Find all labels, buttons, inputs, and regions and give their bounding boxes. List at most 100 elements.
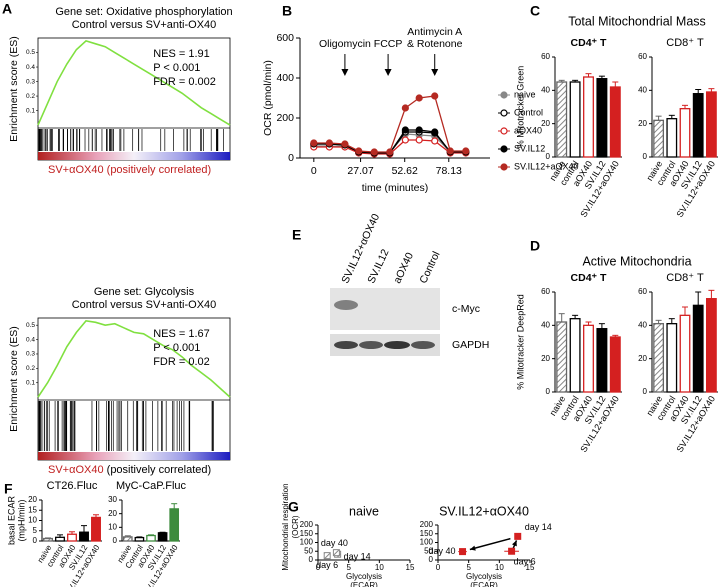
y-tick-label: 40 xyxy=(541,85,550,94)
stat: FDR = 0.02 xyxy=(153,356,210,368)
bar xyxy=(134,536,145,542)
chart-title: MyC-CaP.Fluc xyxy=(116,480,187,492)
point-label: day 6 xyxy=(514,557,536,567)
bar xyxy=(653,119,665,158)
point xyxy=(415,136,423,144)
bar xyxy=(679,108,691,158)
chart-title: Gene set: Glycolysis xyxy=(94,286,195,298)
blot-band xyxy=(384,341,410,349)
y-tick-label: 40 xyxy=(638,85,647,94)
y-tick-label: 0.2 xyxy=(26,93,35,100)
chart-title: Control versus SV+anti-OX40 xyxy=(72,19,217,31)
panel-letter: E xyxy=(292,227,301,243)
y-tick-label: 0.4 xyxy=(26,64,35,71)
point xyxy=(508,547,516,555)
band-label: GAPDH xyxy=(452,339,489,351)
point-label: day 40 xyxy=(321,538,348,548)
y-axis-label: OCR (pmol/min) xyxy=(262,60,274,136)
chart-title: CT26.Fluc xyxy=(47,480,98,492)
x-tick-label: 10 xyxy=(495,563,504,572)
x-axis-label: Glycolysis xyxy=(466,572,502,581)
legend-marker xyxy=(500,145,508,153)
y-tick-label: 40 xyxy=(638,320,647,329)
y-tick-label: 60 xyxy=(541,52,550,61)
point xyxy=(401,104,409,112)
stat: P < 0.001 xyxy=(153,62,200,74)
bar xyxy=(569,81,581,158)
point xyxy=(446,147,454,155)
bar xyxy=(79,531,89,542)
bar xyxy=(55,536,65,542)
y-tick-label: 150 xyxy=(420,529,434,538)
bar xyxy=(705,91,717,158)
x-axis-label: (ECAR) xyxy=(350,581,378,587)
y-tick-label: 20 xyxy=(541,119,550,128)
y-tick-label: 0 xyxy=(113,536,118,545)
stat: NES = 1.91 xyxy=(153,48,210,60)
footer-group: SV+αOX40 xyxy=(48,164,104,176)
y-tick-label: 0.3 xyxy=(26,351,35,358)
point xyxy=(341,140,349,148)
y-tick-label: 200 xyxy=(276,112,294,124)
panel-letter: B xyxy=(282,3,292,19)
bar xyxy=(609,86,621,158)
y-tick-label: 0.1 xyxy=(26,107,35,114)
y-tick-label: 0 xyxy=(309,555,314,564)
y-tick-label: 0 xyxy=(33,536,38,545)
x-tick-label: 15 xyxy=(526,563,535,572)
y-axis-label: (OCR) xyxy=(291,515,300,538)
y-tick-label: 200 xyxy=(420,520,434,529)
bar xyxy=(122,536,133,542)
bar xyxy=(692,304,704,393)
y-tick-label: 0.5 xyxy=(26,49,35,56)
arrowhead xyxy=(512,540,517,547)
chart-title: CD8⁺ T xyxy=(666,272,704,284)
y-tick-label: 0.1 xyxy=(26,379,35,386)
y-axis-label: Enrichment score (ES) xyxy=(8,36,20,142)
point xyxy=(370,148,378,156)
point xyxy=(514,532,522,540)
point xyxy=(431,92,439,100)
y-tick-label: 100 xyxy=(300,538,314,547)
bar xyxy=(609,336,621,393)
chart-title: naive xyxy=(349,504,379,518)
bar xyxy=(666,118,678,158)
chart-title: CD8⁺ T xyxy=(666,37,704,49)
bar xyxy=(583,76,594,158)
y-axis-label: basal ECAR xyxy=(6,495,16,545)
panel-letter: C xyxy=(530,3,540,19)
panel-letter: F xyxy=(4,481,13,497)
arrowhead xyxy=(469,545,476,551)
panel-letter: G xyxy=(288,499,299,515)
arrowhead xyxy=(341,69,349,76)
y-tick-label: 0 xyxy=(429,555,434,564)
y-tick-label: 30 xyxy=(108,495,117,504)
blot-band xyxy=(334,300,358,310)
point xyxy=(401,136,409,144)
point xyxy=(332,549,340,557)
y-tick-label: 100 xyxy=(420,538,434,547)
x-tick-label: 0 xyxy=(311,165,317,177)
footer: SV+αOX40 (positively correlated) xyxy=(48,164,211,176)
stat: P < 0.001 xyxy=(153,342,200,354)
y-tick-label: 10 xyxy=(108,522,117,531)
x-tick-label: 78.13 xyxy=(436,165,462,177)
bar xyxy=(556,321,568,393)
stat: FDR = 0.002 xyxy=(153,76,216,88)
rank-bar xyxy=(38,452,230,460)
bar xyxy=(556,81,568,158)
point-label: day 14 xyxy=(525,522,552,532)
y-tick-label: 60 xyxy=(638,287,647,296)
y-tick-label: 20 xyxy=(108,509,117,518)
legend-label: SV.IL12 xyxy=(514,143,545,153)
chart-title: CD4⁺ T xyxy=(571,272,607,284)
point xyxy=(323,552,331,560)
blot-band xyxy=(359,341,383,349)
x-axis-label: Glycolysis xyxy=(346,572,382,581)
y-tick-label: 60 xyxy=(541,287,550,296)
stat: NES = 1.67 xyxy=(153,328,210,340)
y-tick-label: 10 xyxy=(28,516,37,525)
y-axis-label: % Mitotracker Green xyxy=(515,66,525,149)
